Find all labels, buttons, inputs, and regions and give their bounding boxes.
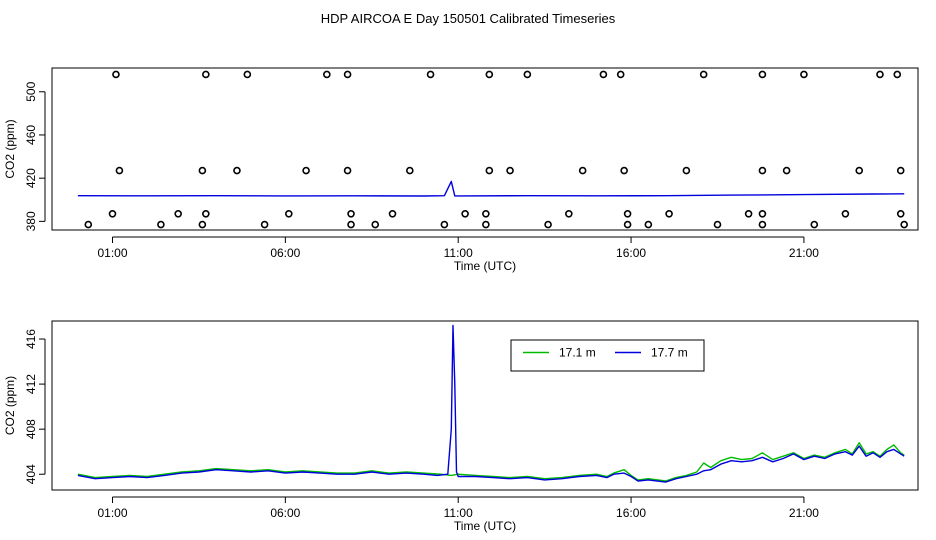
marker-point <box>198 166 207 175</box>
series-line-1 <box>77 442 905 482</box>
marker-point <box>108 210 117 218</box>
marker-point <box>900 220 908 229</box>
y-tick-label: 404 <box>24 464 38 484</box>
marker-point <box>406 166 414 175</box>
x-tick-label: 21:00 <box>789 246 819 260</box>
marker-point <box>426 70 435 79</box>
marker-point <box>485 70 494 79</box>
marker-point <box>896 210 905 218</box>
marker-point <box>440 220 449 229</box>
marker-point <box>323 70 331 79</box>
marker-point <box>841 210 850 218</box>
plot-frame <box>51 320 919 491</box>
x-tick-label: 06:00 <box>270 506 300 520</box>
x-tick-label: 16:00 <box>616 246 646 260</box>
marker-point <box>758 210 767 218</box>
x-axis-label: Time (UTC) <box>454 519 516 533</box>
marker-point <box>243 70 252 79</box>
y-tick-label: 460 <box>24 125 38 145</box>
marker-point <box>855 166 864 175</box>
x-tick-label: 11:00 <box>444 246 473 260</box>
marker-point <box>876 70 884 79</box>
marker-point <box>115 166 124 175</box>
marker-point <box>744 210 753 218</box>
marker-point <box>782 166 791 175</box>
top-panel: 01:00 06:00 11:00 16:00 21:00 Time (UTC) 380 42… <box>3 67 919 273</box>
legend-label-2: 17.7 m <box>651 346 688 360</box>
marker-point <box>523 70 532 79</box>
legend-box <box>510 339 705 372</box>
marker-point <box>758 166 767 175</box>
x-tick-label: 21:00 <box>789 506 819 520</box>
marker-point <box>343 70 352 79</box>
marker-point <box>260 220 269 229</box>
marker-point <box>623 210 632 218</box>
marker-point <box>174 210 182 218</box>
marker-point <box>800 70 808 79</box>
x-tick-label: 01:00 <box>97 506 127 520</box>
marker-point <box>482 220 490 229</box>
marker-point <box>682 166 691 175</box>
marker-point <box>485 166 494 175</box>
marker-point <box>713 220 722 229</box>
marker-point <box>343 166 352 175</box>
marker-point <box>347 210 355 218</box>
marker-point <box>233 166 241 175</box>
marker-point <box>388 210 397 218</box>
y-tick-label: 380 <box>24 211 38 231</box>
x-tick-label: 16:00 <box>616 506 646 520</box>
marker-point <box>198 220 207 229</box>
bottom-panel: 01:00 06:00 11:00 16:00 21:00 Time (UTC) 404 40… <box>3 320 919 533</box>
marker-point <box>461 210 469 218</box>
marker-point <box>506 166 514 175</box>
y-tick-label: 420 <box>24 168 38 188</box>
marker-point <box>893 70 902 79</box>
marker-point <box>157 220 165 229</box>
plot-frame <box>51 67 919 231</box>
marker-point <box>578 166 587 175</box>
x-tick-label: 01:00 <box>97 246 127 260</box>
marker-point <box>371 220 380 229</box>
marker-point <box>482 210 490 218</box>
marker-point <box>84 220 93 229</box>
marker-point <box>810 220 819 229</box>
marker-point <box>896 166 905 175</box>
marker-point <box>202 210 210 218</box>
marker-point <box>302 166 310 175</box>
marker-point <box>544 220 552 229</box>
series-line-2 <box>77 324 905 483</box>
marker-point <box>665 210 673 218</box>
y-axis-label: CO2 (ppm) <box>3 119 17 178</box>
marker-point <box>565 210 573 218</box>
marker-point <box>644 220 653 229</box>
legend: 17.1 m 17.7 m <box>510 339 705 372</box>
y-axis-label: CO2 (ppm) <box>3 376 17 435</box>
marker-point <box>112 70 120 79</box>
y-tick-label: 408 <box>24 419 38 439</box>
marker-point <box>758 70 767 79</box>
x-axis-label: Time (UTC) <box>454 259 516 273</box>
chart-title: HDP AIRCOA E Day 150501 Calibrated Times… <box>321 11 616 26</box>
marker-point <box>202 70 210 79</box>
marker-point <box>758 220 767 229</box>
x-tick-label: 11:00 <box>444 506 473 520</box>
marker-point <box>347 220 355 229</box>
y-tick-label: 500 <box>24 81 38 101</box>
legend-label-1: 17.1 m <box>559 346 596 360</box>
marker-point <box>599 70 608 79</box>
marker-point <box>623 220 632 229</box>
x-tick-label: 06:00 <box>270 246 300 260</box>
marker-point <box>285 210 293 218</box>
marker-point <box>699 70 708 79</box>
series-line-1 <box>77 180 905 197</box>
y-tick-label: 416 <box>24 329 38 349</box>
marker-point <box>616 70 625 79</box>
y-tick-label: 412 <box>24 374 38 394</box>
marker-point <box>620 166 628 175</box>
